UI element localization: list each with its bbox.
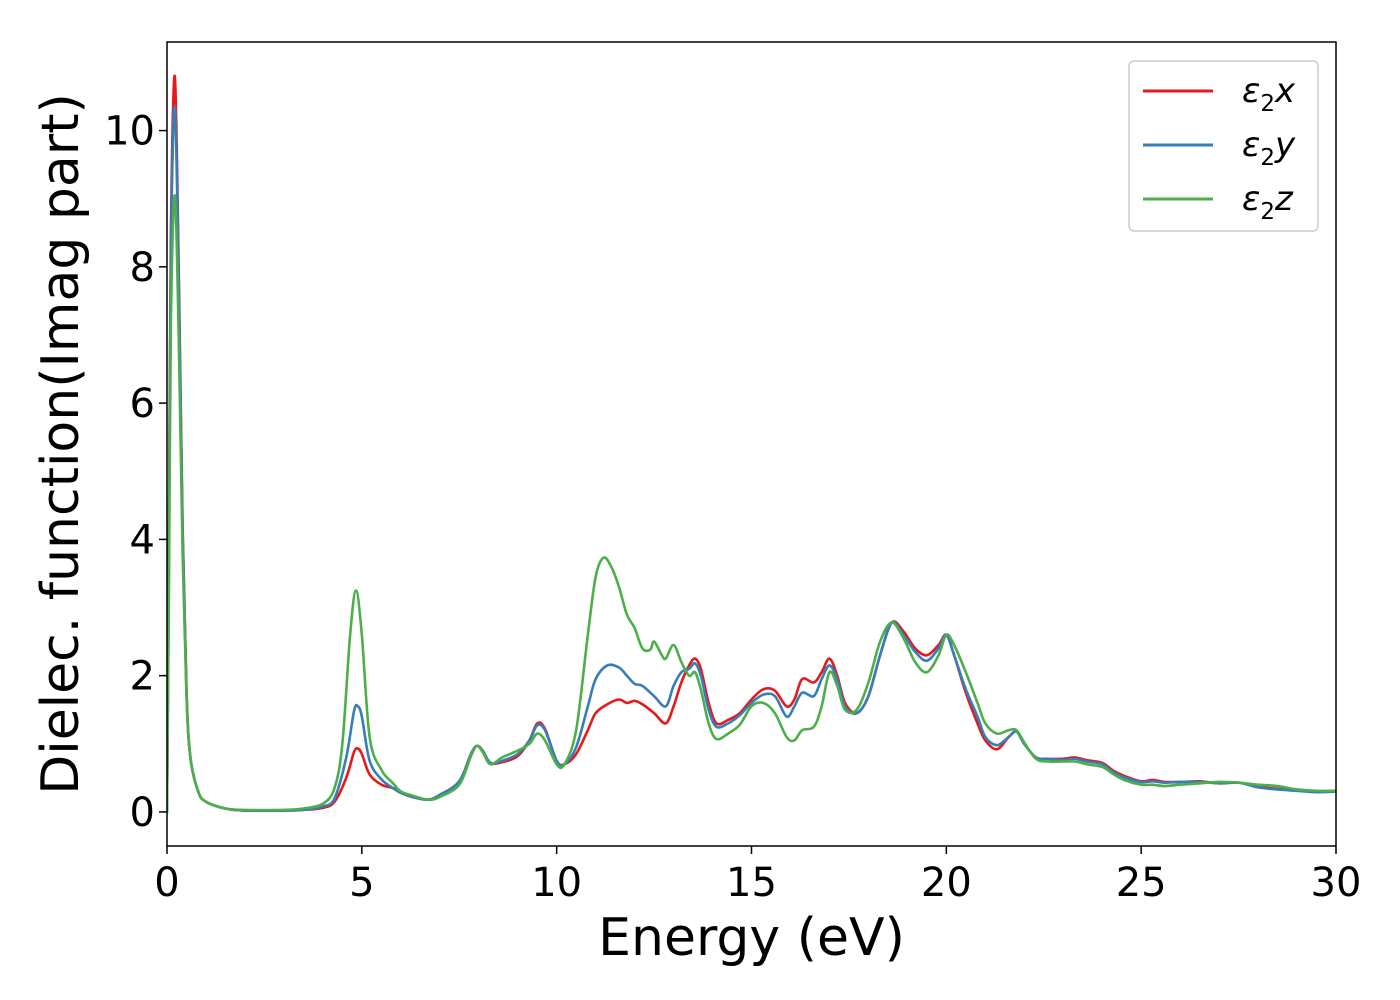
series-layer xyxy=(167,74,1336,814)
x-tick-label: 30 xyxy=(1311,860,1362,906)
x-tick-label: 15 xyxy=(726,860,777,906)
y-tick-label: 6 xyxy=(130,381,155,427)
x-tick-label: 0 xyxy=(154,860,179,906)
series-line-z xyxy=(167,194,1336,814)
y-tick-label: 4 xyxy=(130,517,155,563)
y-tick-label: 10 xyxy=(104,109,155,155)
y-axis: 0 2 4 6 8 10 xyxy=(104,109,167,836)
x-tick-label: 10 xyxy=(531,860,582,906)
legend-label: ε2x xyxy=(1242,71,1296,117)
y-tick-label: 0 xyxy=(130,790,155,836)
x-axis-label: Energy (eV) xyxy=(598,908,905,968)
x-tick-label: 20 xyxy=(921,860,972,906)
x-axis: 0 5 10 15 20 25 30 xyxy=(154,846,1361,906)
y-axis-label: Dielec. function(Imag part) xyxy=(31,93,91,795)
x-tick-label: 25 xyxy=(1116,860,1167,906)
y-tick-label: 8 xyxy=(130,245,155,291)
y-tick-label: 2 xyxy=(130,654,155,700)
legend-item-z: ε2z xyxy=(1143,179,1294,225)
legend-item-y: ε2y xyxy=(1143,125,1296,171)
legend-label: ε2z xyxy=(1242,179,1294,225)
legend-label: ε2y xyxy=(1242,125,1296,171)
x-tick-label: 5 xyxy=(349,860,374,906)
legend-box xyxy=(1128,60,1319,232)
legend-item-x: ε2x xyxy=(1143,71,1296,117)
legend: ε2x ε2y ε2z xyxy=(1128,60,1319,232)
series-line-y xyxy=(167,105,1336,814)
